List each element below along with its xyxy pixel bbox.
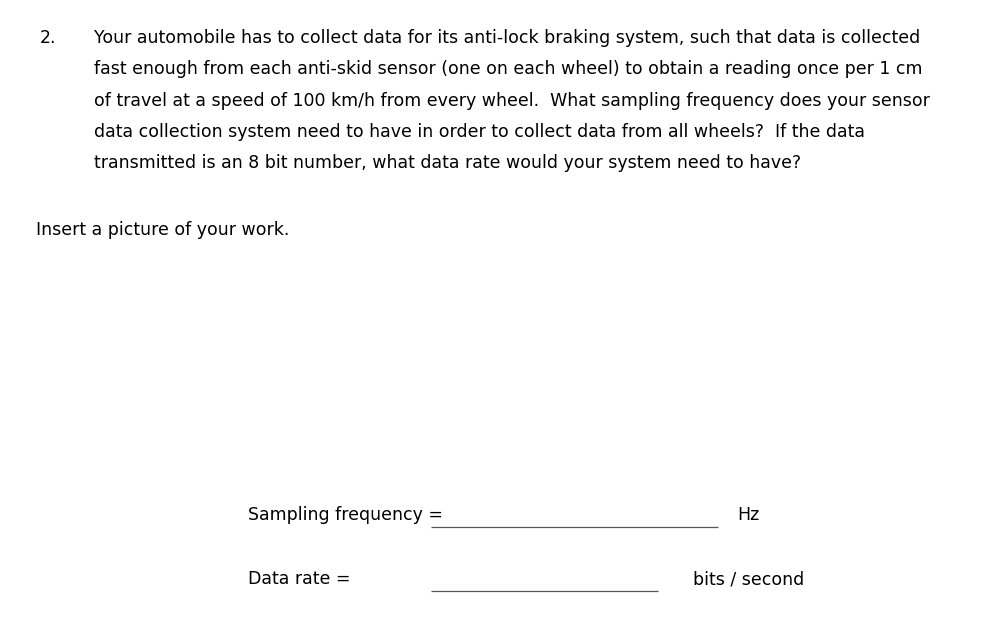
Text: Hz: Hz — [738, 506, 759, 524]
Text: of travel at a speed of 100 km/h from every wheel.  What sampling frequency does: of travel at a speed of 100 km/h from ev… — [94, 92, 930, 110]
Text: transmitted is an 8 bit number, what data rate would your system need to have?: transmitted is an 8 bit number, what dat… — [94, 154, 801, 172]
Text: Sampling frequency =: Sampling frequency = — [248, 506, 443, 524]
Text: Data rate =: Data rate = — [248, 570, 350, 588]
Text: Insert a picture of your work.: Insert a picture of your work. — [36, 221, 289, 239]
Text: 2.: 2. — [40, 29, 56, 47]
Text: bits / second: bits / second — [693, 570, 804, 588]
Text: fast enough from each anti-skid sensor (one on each wheel) to obtain a reading o: fast enough from each anti-skid sensor (… — [94, 60, 923, 78]
Text: data collection system need to have in order to collect data from all wheels?  I: data collection system need to have in o… — [94, 123, 865, 141]
Text: Your automobile has to collect data for its anti-lock braking system, such that : Your automobile has to collect data for … — [94, 29, 921, 47]
